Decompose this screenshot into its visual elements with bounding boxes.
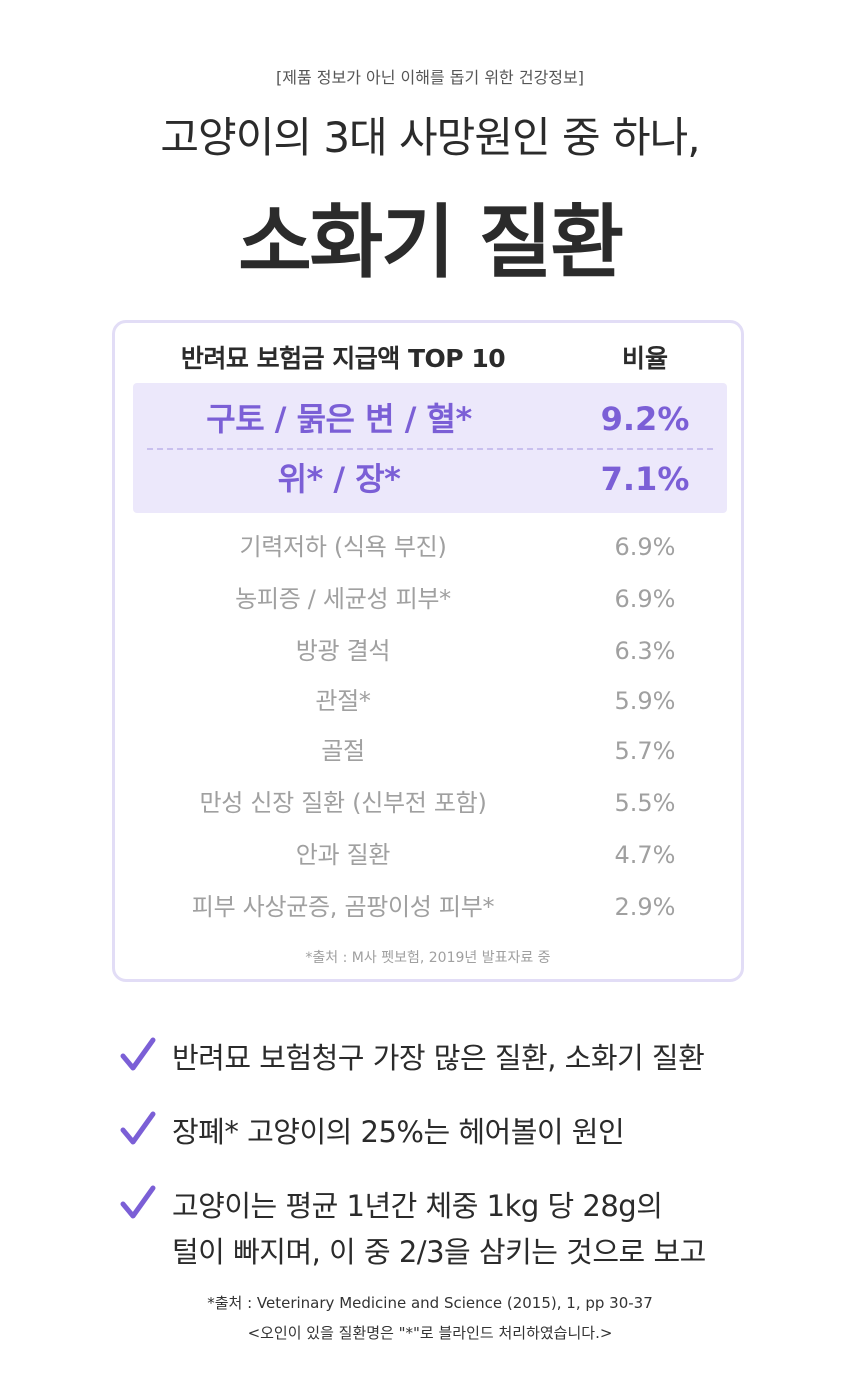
- check-text: 반려묘 보험청구 가장 많은 질환, 소화기 질환: [172, 1041, 705, 1075]
- row-name: 방광 결석: [295, 637, 391, 665]
- table-row-highlighted: 구토 / 묽은 변 / 혈* 9.2%: [133, 391, 727, 447]
- table-row: 골절 5.7%: [133, 731, 727, 771]
- check-icon: [120, 1111, 156, 1145]
- row-value: 6.3%: [614, 637, 676, 665]
- check-icon: [120, 1185, 156, 1219]
- row-name: 골절: [321, 737, 365, 765]
- table-row: 방광 결석 6.3%: [133, 631, 727, 671]
- check-text-line-1: 고양이는 평균 1년간 체중 1kg 당 28g의: [172, 1189, 663, 1223]
- table-header: 반려묘 보험금 지급액 TOP 10 비율: [115, 339, 741, 379]
- row-value: 7.1%: [600, 460, 690, 498]
- column-header-value: 비율: [621, 344, 668, 373]
- check-text-line-2: 털이 빠지며, 이 중 2/3을 삼키는 것으로 보고: [172, 1235, 706, 1269]
- table-row: 농피증 / 세균성 피부* 6.9%: [133, 579, 727, 619]
- row-name: 안과 질환: [295, 841, 391, 869]
- row-name: 위* / 장*: [277, 460, 401, 498]
- row-value: 5.5%: [614, 789, 676, 817]
- table-row-highlighted: 위* / 장* 7.1%: [133, 451, 727, 507]
- row-value: 4.7%: [614, 841, 676, 869]
- dashed-divider: [147, 448, 713, 450]
- table-row: 만성 신장 질환 (신부전 포함) 5.5%: [133, 783, 727, 823]
- column-header-name: 반려묘 보험금 지급액 TOP 10: [180, 344, 506, 373]
- footer-source: *출처 : Veterinary Medicine and Science (2…: [207, 1294, 653, 1312]
- ranking-table-card: 반려묘 보험금 지급액 TOP 10 비율 구토 / 묽은 변 / 혈* 9.2…: [112, 320, 744, 982]
- table-source-note: *출처 : M사 펫보험, 2019년 발표자료 중: [305, 950, 551, 966]
- row-value: 2.9%: [614, 893, 676, 921]
- table-row: 안과 질환 4.7%: [133, 835, 727, 875]
- check-text: 장폐* 고양이의 25%는 헤어볼이 원인: [172, 1115, 625, 1149]
- row-value: 6.9%: [614, 585, 676, 613]
- highlighted-rows: 구토 / 묽은 변 / 혈* 9.2% 위* / 장* 7.1%: [133, 383, 727, 513]
- check-icon: [120, 1037, 156, 1071]
- row-value: 9.2%: [600, 400, 690, 438]
- row-value: 5.7%: [614, 737, 676, 765]
- page-title: 소화기 질환: [238, 196, 624, 289]
- disclaimer-text: [제품 정보가 아닌 이해를 돕기 위한 건강정보]: [276, 68, 584, 87]
- row-value: 5.9%: [614, 687, 676, 715]
- row-name: 구토 / 묽은 변 / 혈*: [206, 400, 472, 438]
- row-name: 농피증 / 세균성 피부*: [235, 585, 451, 613]
- table-row: 관절* 5.9%: [133, 681, 727, 721]
- row-name: 관절*: [315, 687, 371, 715]
- row-name: 기력저하 (식욕 부진): [239, 533, 447, 561]
- footer-note: <오인이 있을 질환명은 "*"로 블라인드 처리하였습니다.>: [247, 1324, 613, 1342]
- row-name: 만성 신장 질환 (신부전 포함): [199, 789, 487, 817]
- row-value: 6.9%: [614, 533, 676, 561]
- row-name: 피부 사상균증, 곰팡이성 피부*: [191, 893, 495, 921]
- table-row: 기력저하 (식욕 부진) 6.9%: [133, 527, 727, 567]
- table-row: 피부 사상균증, 곰팡이성 피부* 2.9%: [133, 887, 727, 927]
- headline: 고양이의 3대 사망원인 중 하나,: [160, 113, 700, 162]
